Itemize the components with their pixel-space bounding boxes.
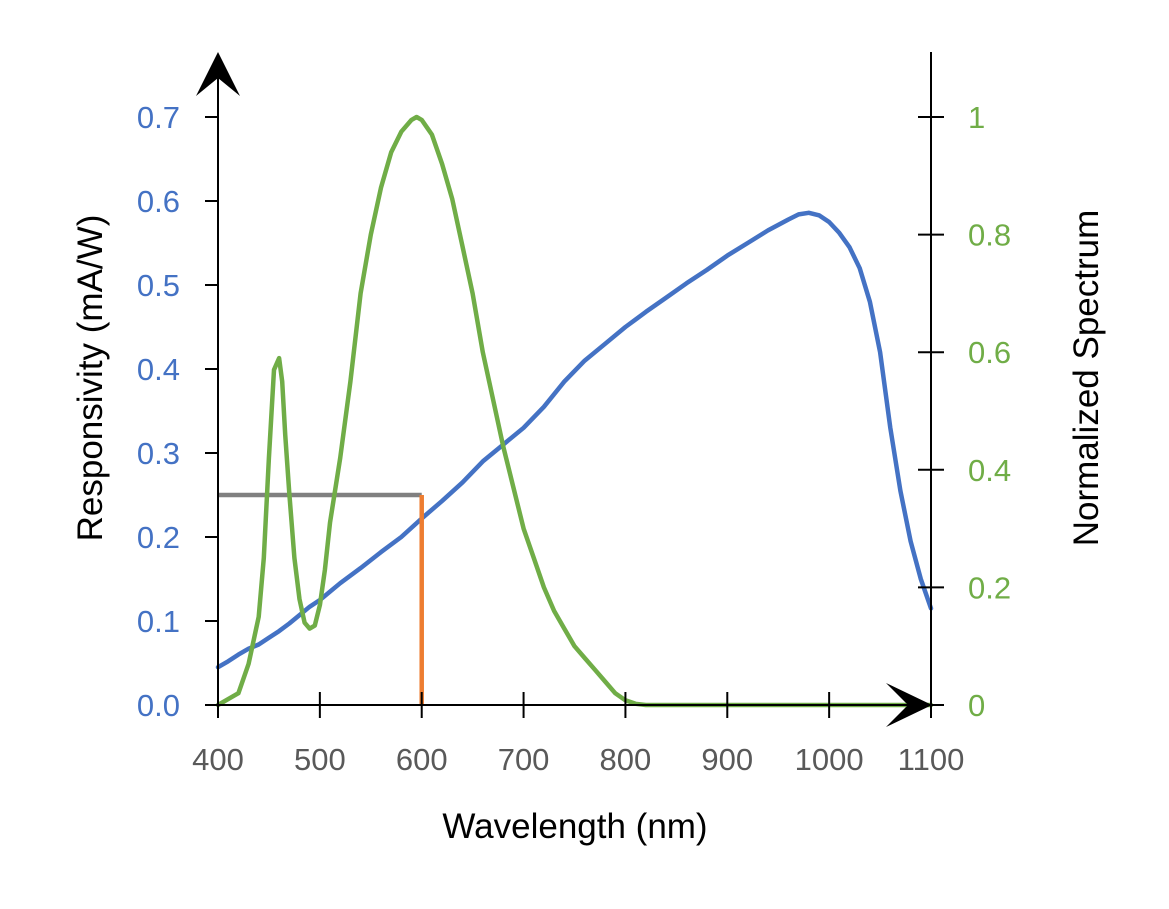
axes-layer (196, 52, 932, 727)
responsivity-line (215, 210, 934, 670)
right-tick-label: 0.2 (968, 570, 1011, 605)
right-tick-label: 0.6 (968, 335, 1011, 370)
left-axis-arrow-icon (196, 52, 240, 96)
x-axis-title: Wavelength (nm) (442, 807, 707, 846)
x-tick-label: 500 (294, 742, 346, 777)
left-tick-label: 0.7 (137, 100, 180, 135)
series-layer (215, 114, 934, 708)
x-tick-label: 1100 (898, 742, 965, 777)
right-tick-label: 0.4 (968, 453, 1011, 488)
left-tick-label: 0.6 (137, 184, 180, 219)
right-tick-label: 0.8 (968, 218, 1011, 253)
y-axis-right-title: Normalized Spectrum (1067, 210, 1106, 547)
left-tick-label: 0.1 (137, 604, 180, 639)
right-tick-label: 0 (968, 688, 985, 723)
x-tick-label: 900 (701, 742, 753, 777)
x-tick-label: 400 (192, 742, 244, 777)
left-tick-label: 0.2 (137, 520, 180, 555)
x-tick-label: 600 (396, 742, 448, 777)
ticks-layer: 0.0 0.1 0.2 0.3 0.4 0.5 0.6 0.7 0 0.2 0.4 0.6 0.8 1 40… (137, 100, 1011, 777)
right-tick-label: 1 (968, 100, 985, 135)
left-tick-label: 0.3 (137, 436, 180, 471)
x-tick-label: 700 (498, 742, 550, 777)
bottom-axis-arrow-icon (886, 683, 932, 727)
left-tick-label: 0.4 (137, 352, 180, 387)
x-tick-label: 1000 (795, 742, 864, 777)
spectrum-line (215, 114, 934, 708)
left-tick-label: 0.0 (137, 688, 180, 723)
y-axis-left-title: Responsivity (mA/W) (71, 215, 110, 542)
x-tick-label: 800 (600, 742, 652, 777)
left-tick-label: 0.5 (137, 268, 180, 303)
